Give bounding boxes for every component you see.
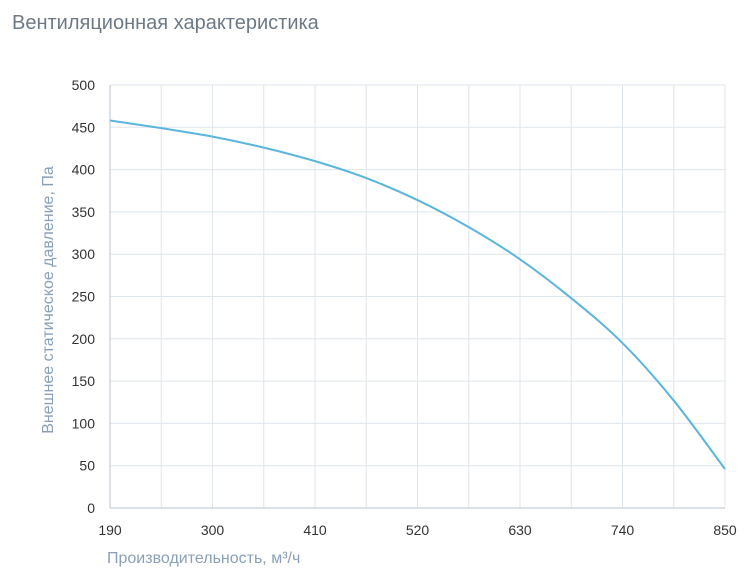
y-tick-label: 400 — [72, 162, 96, 178]
x-tick-label: 410 — [303, 522, 327, 538]
chart-title: Вентиляционная характеристика — [12, 12, 319, 34]
x-tick-label: 190 — [98, 522, 122, 538]
y-tick-label: 450 — [72, 119, 96, 135]
y-tick-label: 0 — [87, 500, 95, 516]
y-tick-label: 500 — [72, 77, 96, 93]
y-tick-label: 350 — [72, 204, 96, 220]
x-tick-label: 740 — [611, 522, 635, 538]
y-axis-title: Внешнее статическое давление, Па — [40, 166, 57, 434]
y-tick-label: 50 — [79, 458, 95, 474]
x-tick-label: 520 — [406, 522, 430, 538]
y-tick-label: 300 — [72, 246, 96, 262]
y-tick-label: 200 — [72, 331, 96, 347]
x-axis-title: Производительность, м³/ч — [107, 550, 300, 567]
x-tick-label: 630 — [508, 522, 532, 538]
y-tick-label: 250 — [72, 289, 96, 305]
y-tick-label: 100 — [72, 415, 96, 431]
x-tick-label: 300 — [201, 522, 225, 538]
y-tick-label: 150 — [72, 373, 96, 389]
x-tick-label: 850 — [713, 522, 737, 538]
series-line — [109, 119, 726, 470]
